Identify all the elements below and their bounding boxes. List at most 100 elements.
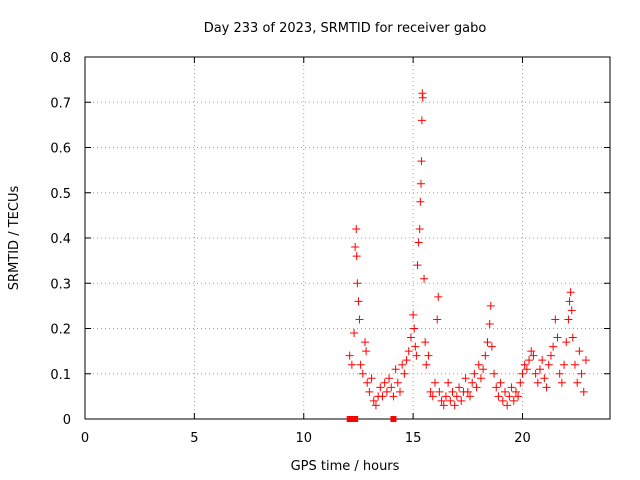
data-point xyxy=(428,392,437,401)
data-point xyxy=(494,392,503,401)
data-point xyxy=(358,369,367,378)
data-point xyxy=(553,333,562,342)
data-point xyxy=(503,401,512,410)
data-point xyxy=(385,374,394,383)
data-point xyxy=(414,238,423,247)
data-point xyxy=(501,387,509,396)
data-point xyxy=(562,338,571,347)
x-tick-label: 15 xyxy=(405,431,422,446)
data-point xyxy=(416,197,425,206)
data-point xyxy=(448,387,457,396)
data-point xyxy=(435,387,444,396)
data-point xyxy=(351,243,360,252)
data-point xyxy=(479,365,488,374)
data-point-zero xyxy=(390,416,397,422)
data-point xyxy=(492,383,501,392)
data-point xyxy=(352,252,361,261)
data-point xyxy=(520,360,529,369)
data-point xyxy=(417,157,426,166)
data-point xyxy=(378,392,387,401)
data-point xyxy=(371,401,380,410)
data-point xyxy=(468,378,477,387)
data-point xyxy=(347,360,356,369)
data-point xyxy=(398,360,407,369)
data-point xyxy=(426,387,435,396)
data-point xyxy=(579,387,588,396)
x-tick-label: 20 xyxy=(514,431,531,446)
data-point xyxy=(487,342,496,351)
data-point xyxy=(461,374,470,383)
data-point xyxy=(566,288,575,297)
data-point xyxy=(565,297,574,306)
data-point xyxy=(568,333,577,342)
data-point xyxy=(437,396,446,405)
data-point xyxy=(546,351,555,360)
data-point xyxy=(463,387,472,396)
x-tick-label: 10 xyxy=(295,431,312,446)
y-tick-label: 0.4 xyxy=(50,232,71,247)
data-point xyxy=(424,351,433,360)
data-point xyxy=(571,360,579,369)
data-point xyxy=(410,324,419,333)
data-point xyxy=(417,179,425,188)
data-point xyxy=(361,338,369,347)
x-tick-label: 5 xyxy=(190,431,198,446)
y-tick-label: 0.1 xyxy=(50,368,71,383)
data-point xyxy=(439,401,448,410)
data-point xyxy=(472,383,481,392)
data-point xyxy=(444,378,453,387)
data-point xyxy=(376,383,385,392)
data-point xyxy=(406,333,415,342)
data-point xyxy=(511,387,520,396)
data-point xyxy=(404,347,413,356)
data-point xyxy=(470,369,479,378)
data-point xyxy=(490,369,499,378)
data-point xyxy=(382,387,391,396)
data-point xyxy=(555,369,564,378)
data-point xyxy=(422,360,431,369)
data-point xyxy=(531,369,540,378)
axis-tick-labels: 0 0.1 0.2 0.3 0.4 0.5 0.6 0.7 0.8 0 5 10 15 20 xyxy=(50,51,530,446)
data-point xyxy=(363,378,372,387)
y-tick-label: 0.7 xyxy=(50,96,71,111)
data-point xyxy=(549,342,558,351)
data-point xyxy=(486,301,495,310)
data-point xyxy=(481,351,490,360)
data-point xyxy=(544,360,553,369)
data-point xyxy=(367,374,376,383)
data-point xyxy=(485,319,494,328)
data-point xyxy=(452,392,461,401)
data-point xyxy=(540,374,549,383)
data-point xyxy=(434,292,443,301)
data-point xyxy=(354,297,363,306)
data-point xyxy=(509,396,518,405)
data-point xyxy=(396,387,404,396)
data-point xyxy=(518,369,527,378)
data-point xyxy=(557,378,566,387)
data-point xyxy=(567,306,576,315)
data-point xyxy=(355,315,364,324)
data-point xyxy=(345,351,354,360)
data-point xyxy=(533,378,542,387)
data-point xyxy=(450,401,459,410)
data-point xyxy=(496,378,505,387)
data-point xyxy=(400,369,409,378)
data-point xyxy=(575,347,584,356)
data-point xyxy=(573,378,582,387)
plot-frame xyxy=(84,56,611,420)
data-point xyxy=(542,383,551,392)
data-point xyxy=(431,378,439,387)
data-point xyxy=(522,365,531,374)
axis-ticks xyxy=(84,56,610,420)
data-point xyxy=(421,338,430,347)
data-point xyxy=(412,351,421,360)
data-point xyxy=(365,387,374,396)
data-point xyxy=(411,342,420,351)
data-point xyxy=(551,315,560,324)
data-point xyxy=(415,224,424,233)
data-point xyxy=(409,310,418,319)
data-point xyxy=(483,338,492,347)
data-point xyxy=(514,392,523,401)
data-point xyxy=(560,360,569,369)
